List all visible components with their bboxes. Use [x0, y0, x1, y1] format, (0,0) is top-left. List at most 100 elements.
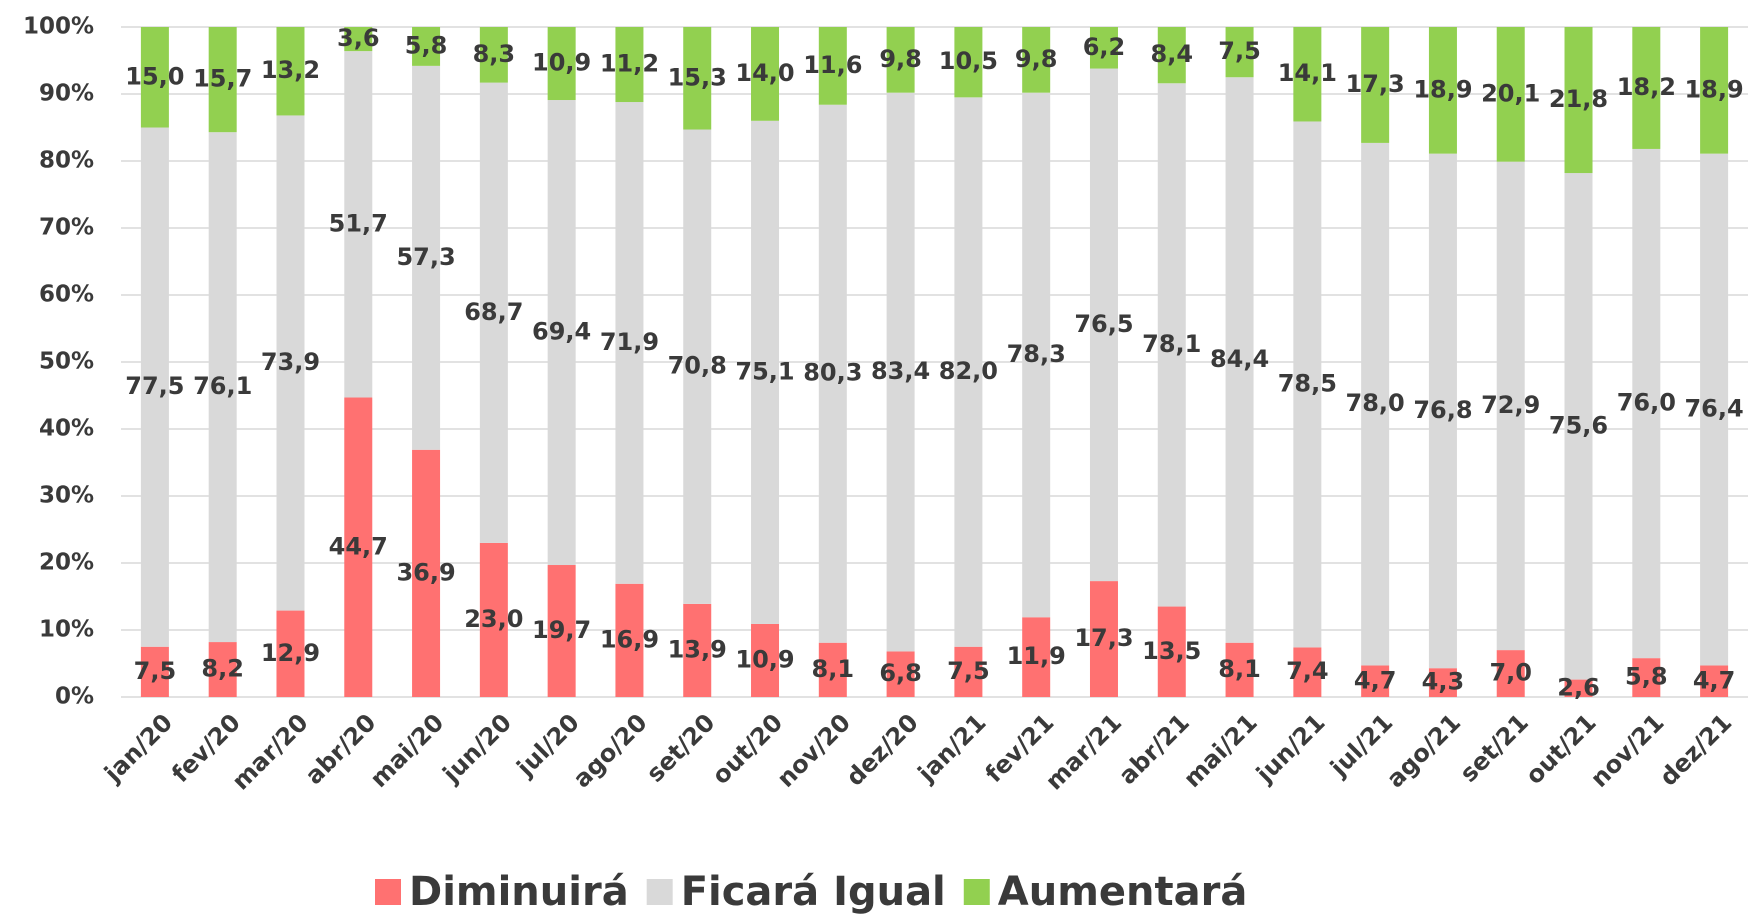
data-label: 13,2 — [261, 56, 320, 84]
bar-segment — [886, 92, 915, 652]
data-label: 12,9 — [261, 639, 320, 667]
data-label: 20,1 — [1481, 79, 1540, 107]
bar-segment — [547, 565, 576, 697]
data-label: 17,3 — [1074, 624, 1133, 652]
bar-segment — [615, 27, 644, 103]
bar-segment — [1361, 27, 1390, 143]
bar-segment — [547, 100, 576, 566]
x-tick-label: dez/21 — [1654, 708, 1737, 791]
data-label: 4,7 — [1693, 666, 1736, 694]
data-label: 7,5 — [1218, 37, 1261, 65]
data-label: 84,4 — [1210, 345, 1269, 373]
data-label: 17,3 — [1346, 70, 1405, 98]
data-label: 8,1 — [812, 655, 855, 683]
bar-segment — [1022, 617, 1051, 697]
x-tick-label: mai/20 — [365, 708, 450, 793]
data-label: 15,0 — [125, 62, 184, 90]
y-tick-label: 70% — [39, 215, 94, 241]
data-label: 80,3 — [803, 359, 862, 387]
data-label: 2,6 — [1557, 673, 1600, 701]
bar-segment — [412, 449, 441, 697]
data-label: 10,9 — [532, 49, 591, 77]
data-label: 23,0 — [464, 605, 523, 633]
bar-segment — [751, 120, 780, 624]
data-label: 72,9 — [1481, 391, 1540, 419]
data-label: 8,2 — [201, 655, 244, 683]
bar-segment — [479, 27, 508, 83]
data-label: 13,5 — [1142, 637, 1201, 665]
data-label: 36,9 — [396, 558, 455, 586]
bar-segment — [954, 646, 983, 697]
y-tick-label: 100% — [23, 14, 94, 40]
data-label: 76,0 — [1617, 389, 1676, 417]
bar-segment — [547, 27, 576, 101]
data-label: 73,9 — [261, 348, 320, 376]
bar-segment — [1361, 142, 1390, 666]
bar-segment — [276, 115, 305, 611]
bar-segment — [1700, 27, 1729, 154]
legend-label: Aumentará — [998, 869, 1248, 914]
bar-segment — [276, 27, 305, 116]
x-tick-label: jan/21 — [912, 708, 992, 788]
bar-segment — [1428, 27, 1457, 154]
data-label: 19,7 — [532, 616, 591, 644]
bar-segment — [954, 97, 983, 647]
data-label: 9,8 — [1015, 45, 1058, 73]
bar-segment — [1225, 642, 1254, 697]
data-label: 3,6 — [337, 24, 380, 52]
bar-segment — [1225, 27, 1254, 78]
bar-segment — [615, 102, 644, 584]
bar-segment — [479, 542, 508, 697]
bar-segment — [1089, 581, 1118, 697]
x-tick-label: mai/21 — [1178, 708, 1263, 793]
x-tick-label: dez/20 — [841, 708, 924, 791]
bar-segment — [1157, 27, 1186, 84]
data-label: 7,0 — [1489, 659, 1532, 687]
bar-segment — [751, 27, 780, 121]
bar-segment — [412, 27, 441, 66]
bar-segment — [344, 397, 373, 697]
data-label: 44,7 — [329, 532, 388, 560]
y-tick-label: 10% — [39, 617, 94, 643]
bar-segment — [1632, 658, 1661, 697]
data-label: 7,5 — [947, 657, 990, 685]
bar-segment — [1632, 27, 1661, 149]
bar-segment — [140, 646, 169, 697]
bar-segment — [1293, 27, 1322, 122]
data-label: 16,9 — [600, 625, 659, 653]
bar-segment — [1564, 173, 1593, 680]
bar-segment — [1564, 27, 1593, 174]
bar-segment — [818, 642, 847, 697]
data-label: 78,1 — [1142, 330, 1201, 358]
data-label: 75,1 — [735, 357, 794, 385]
bar-segment — [751, 623, 780, 697]
bar-segment — [479, 82, 508, 543]
data-label: 76,1 — [193, 372, 252, 400]
y-tick-label: 50% — [39, 349, 94, 375]
y-tick-label: 40% — [39, 416, 94, 442]
data-label: 71,9 — [600, 328, 659, 356]
data-label: 4,3 — [1422, 668, 1465, 696]
legend-swatch — [646, 879, 673, 905]
bar-segment — [344, 27, 373, 52]
data-label: 14,0 — [735, 59, 794, 87]
bar-segment — [1700, 665, 1729, 697]
bar-segment — [818, 27, 847, 105]
bar-segment — [140, 27, 169, 128]
x-tick-label: set/21 — [1455, 708, 1534, 787]
y-tick-label: 30% — [39, 483, 94, 509]
data-label: 83,4 — [871, 357, 930, 385]
data-label: 68,7 — [464, 298, 523, 326]
bar-segment — [683, 603, 712, 697]
x-tick-label: ago/21 — [1381, 708, 1466, 793]
bar-segment — [1496, 27, 1525, 162]
bar-segment — [1022, 92, 1051, 618]
data-label: 8,3 — [473, 40, 516, 68]
bar-segment — [1022, 27, 1051, 93]
data-label: 4,7 — [1354, 666, 1397, 694]
bar-segment — [1428, 153, 1457, 669]
y-tick-label: 90% — [39, 81, 94, 107]
data-label: 75,6 — [1549, 411, 1608, 439]
bar-segment — [1496, 161, 1525, 651]
